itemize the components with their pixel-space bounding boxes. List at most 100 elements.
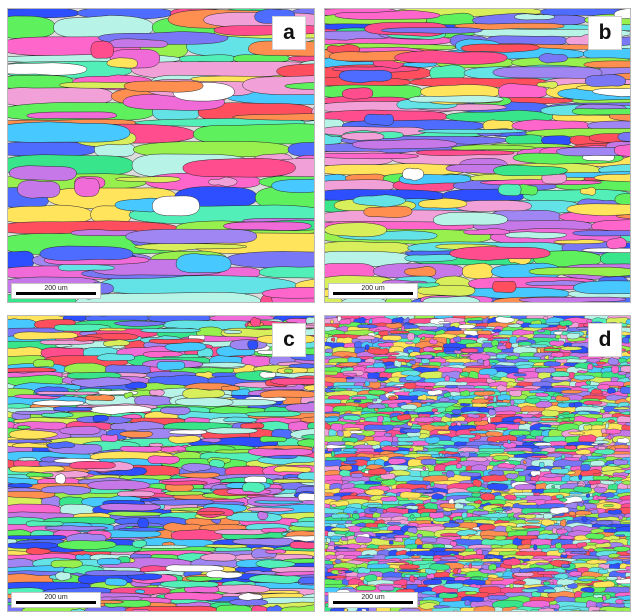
grain <box>361 608 367 611</box>
grain <box>457 559 476 562</box>
grain <box>495 427 509 431</box>
grain <box>595 610 607 611</box>
grain <box>232 113 314 121</box>
grain <box>549 506 570 515</box>
grain <box>444 548 466 552</box>
grain <box>584 74 626 87</box>
grain <box>525 397 541 405</box>
grain <box>611 365 620 374</box>
grain <box>579 186 596 196</box>
grain <box>121 413 142 420</box>
grain <box>148 442 164 448</box>
grain <box>521 588 539 593</box>
grain <box>331 504 337 508</box>
grain <box>550 352 564 358</box>
grain <box>98 327 127 332</box>
grain <box>405 505 419 510</box>
grain <box>553 239 605 245</box>
grain <box>238 592 263 601</box>
grain <box>592 88 630 97</box>
grain <box>552 527 558 534</box>
grain <box>439 397 450 402</box>
grain <box>359 419 366 423</box>
grain <box>352 194 406 208</box>
grain <box>343 607 348 611</box>
grain <box>411 555 421 559</box>
scale-line-b <box>333 292 413 295</box>
grain <box>597 384 610 390</box>
grain <box>536 81 558 89</box>
grain <box>353 399 362 403</box>
grain <box>254 500 304 505</box>
grain <box>550 468 570 474</box>
panel-c: c 200 um <box>7 315 315 612</box>
grain <box>460 43 540 53</box>
grain <box>537 607 555 611</box>
grain <box>468 562 472 569</box>
grain <box>372 398 378 402</box>
grain <box>8 165 77 181</box>
grain <box>329 607 349 611</box>
grain <box>429 338 438 345</box>
grain <box>459 403 471 407</box>
grain <box>614 193 630 205</box>
grain <box>355 406 363 411</box>
grain <box>232 537 295 547</box>
grain <box>196 510 226 516</box>
grain <box>201 437 222 443</box>
grain <box>223 221 312 231</box>
grain <box>377 584 395 591</box>
grain <box>528 389 545 394</box>
grain <box>108 38 168 49</box>
grain <box>325 444 347 449</box>
grain <box>140 327 201 333</box>
grain <box>118 527 166 532</box>
grain <box>629 412 630 416</box>
grain <box>355 536 373 544</box>
grain <box>271 178 314 193</box>
grain <box>435 457 458 462</box>
grain <box>325 152 420 160</box>
grain <box>409 467 429 472</box>
grain <box>90 40 114 59</box>
grain <box>460 371 470 378</box>
grain <box>70 376 133 388</box>
grain <box>571 108 630 116</box>
grain-map-a <box>8 9 314 302</box>
grain <box>356 335 376 340</box>
grain <box>625 318 630 325</box>
grain <box>410 445 424 452</box>
grain <box>454 200 532 212</box>
grain <box>416 149 515 156</box>
grain <box>17 180 61 199</box>
grain <box>555 542 562 549</box>
grain <box>431 493 444 500</box>
grain <box>63 362 108 374</box>
grain <box>74 336 103 342</box>
grain <box>404 266 437 277</box>
grain <box>473 420 489 426</box>
grain <box>325 370 338 376</box>
grain <box>156 361 186 371</box>
grain <box>607 357 619 366</box>
grain <box>576 370 588 374</box>
grain <box>469 353 491 361</box>
panel-label-c: c <box>272 323 306 357</box>
grain <box>259 435 287 443</box>
grain <box>70 608 86 611</box>
grain <box>433 604 451 609</box>
grain <box>593 448 616 455</box>
grain <box>586 559 608 565</box>
grain <box>568 402 575 408</box>
grain <box>577 411 591 415</box>
grain <box>35 391 100 396</box>
grain <box>580 455 588 461</box>
grain <box>558 498 568 502</box>
grain <box>509 583 514 589</box>
grain <box>438 592 459 599</box>
grain <box>473 605 496 611</box>
grain <box>381 335 402 342</box>
grain <box>377 342 394 348</box>
grain <box>8 490 56 499</box>
grain <box>506 450 526 455</box>
